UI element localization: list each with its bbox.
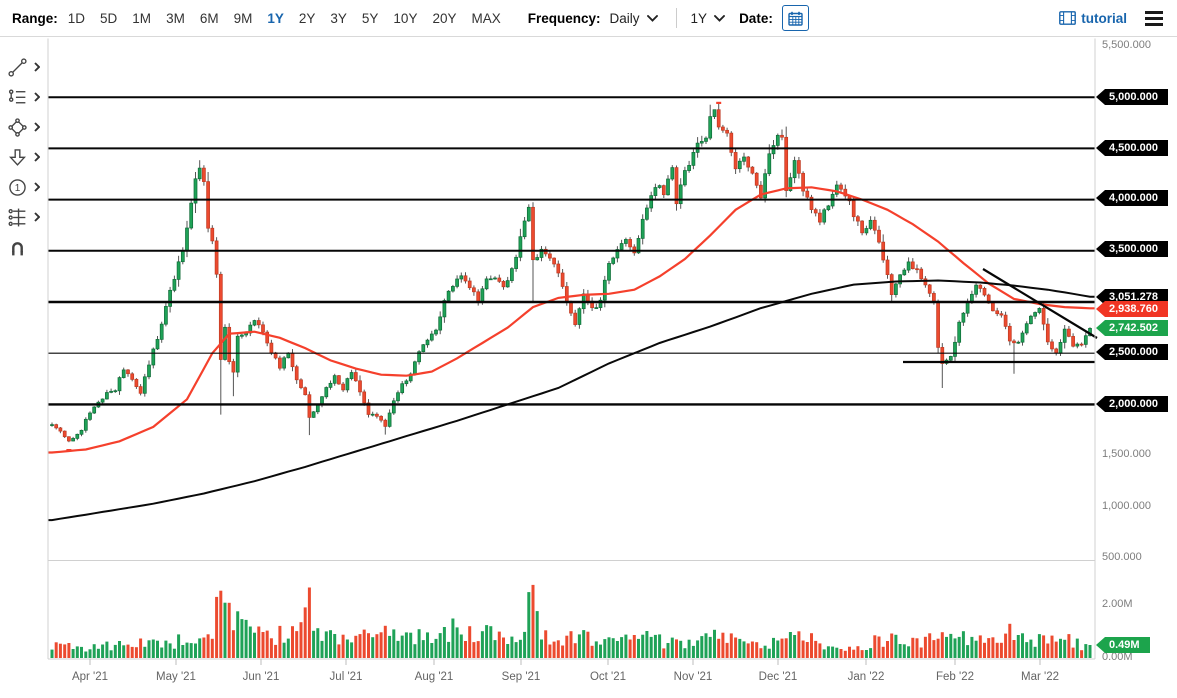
range-button-1Y[interactable]: 1Y	[267, 10, 284, 26]
frequency-label: Frequency:	[527, 10, 601, 26]
tool-row	[6, 206, 41, 229]
submenu-chevron-icon[interactable]	[34, 149, 41, 167]
shape-tool[interactable]	[6, 116, 29, 139]
indicator-levels-tool[interactable]	[6, 206, 29, 229]
range-button-1M[interactable]: 1M	[132, 10, 152, 26]
submenu-chevron-icon[interactable]	[34, 119, 41, 137]
range-buttons: 1D 5D 1M 3M 6M 9M 1Y 2Y 3Y 5Y 10Y 20Y MAX	[67, 9, 502, 28]
range-label: Range:	[12, 10, 58, 26]
tool-row: 1	[6, 176, 41, 199]
frequency-value: Daily	[609, 10, 640, 26]
tutorial-button[interactable]: tutorial	[1059, 11, 1127, 26]
tool-row	[6, 56, 41, 79]
range-button-MAX[interactable]: MAX	[471, 10, 501, 26]
tutorial-label: tutorial	[1081, 10, 1127, 26]
submenu-chevron-icon[interactable]	[34, 179, 41, 197]
range-button-5Y[interactable]: 5Y	[361, 10, 379, 26]
menu-button[interactable]	[1143, 9, 1165, 28]
range-button-10Y[interactable]: 10Y	[393, 10, 418, 26]
range-button-6M[interactable]: 6M	[199, 10, 219, 26]
period-value: 1Y	[690, 10, 708, 26]
range-button-2Y[interactable]: 2Y	[298, 10, 316, 26]
tool-row	[6, 146, 41, 169]
chevron-down-icon	[646, 14, 658, 22]
toolbar-separator	[675, 8, 677, 28]
calendar-icon	[788, 11, 803, 26]
range-button-5D[interactable]: 5D	[100, 10, 118, 26]
range-button-3M[interactable]: 3M	[166, 10, 185, 26]
submenu-chevron-icon[interactable]	[34, 59, 41, 77]
tool-row	[6, 236, 29, 259]
period-dropdown[interactable]: 1Y	[691, 11, 726, 26]
date-picker-button[interactable]	[781, 5, 809, 31]
submenu-chevron-icon[interactable]	[34, 209, 41, 227]
magnet-tool[interactable]	[6, 236, 29, 259]
number-annotation-tool[interactable]: 1	[6, 176, 29, 199]
hamburger-icon	[1145, 10, 1163, 14]
date-label: Date:	[739, 10, 773, 26]
tool-row	[6, 116, 41, 139]
submenu-chevron-icon[interactable]	[34, 89, 41, 107]
range-button-3Y[interactable]: 3Y	[330, 10, 347, 26]
arrow-tool[interactable]	[6, 146, 29, 169]
frequency-dropdown[interactable]: Daily	[610, 11, 658, 26]
trend-line-tool[interactable]	[6, 56, 29, 79]
toolbar-right-group: tutorial	[1059, 9, 1165, 28]
range-button-20Y[interactable]: 20Y	[432, 10, 457, 26]
tool-row	[6, 86, 41, 109]
top-toolbar: Range: 1D 5D 1M 3M 6M 9M 1Y 2Y 3Y 5Y 10Y 20Y MAX Fre…	[0, 0, 1177, 37]
range-button-1D[interactable]: 1D	[67, 10, 86, 26]
svg-text:1: 1	[15, 183, 21, 194]
chevron-down-icon	[714, 14, 726, 22]
film-icon	[1059, 11, 1077, 25]
annotation-list-tool[interactable]	[6, 86, 29, 109]
range-button-9M[interactable]: 9M	[233, 10, 253, 26]
